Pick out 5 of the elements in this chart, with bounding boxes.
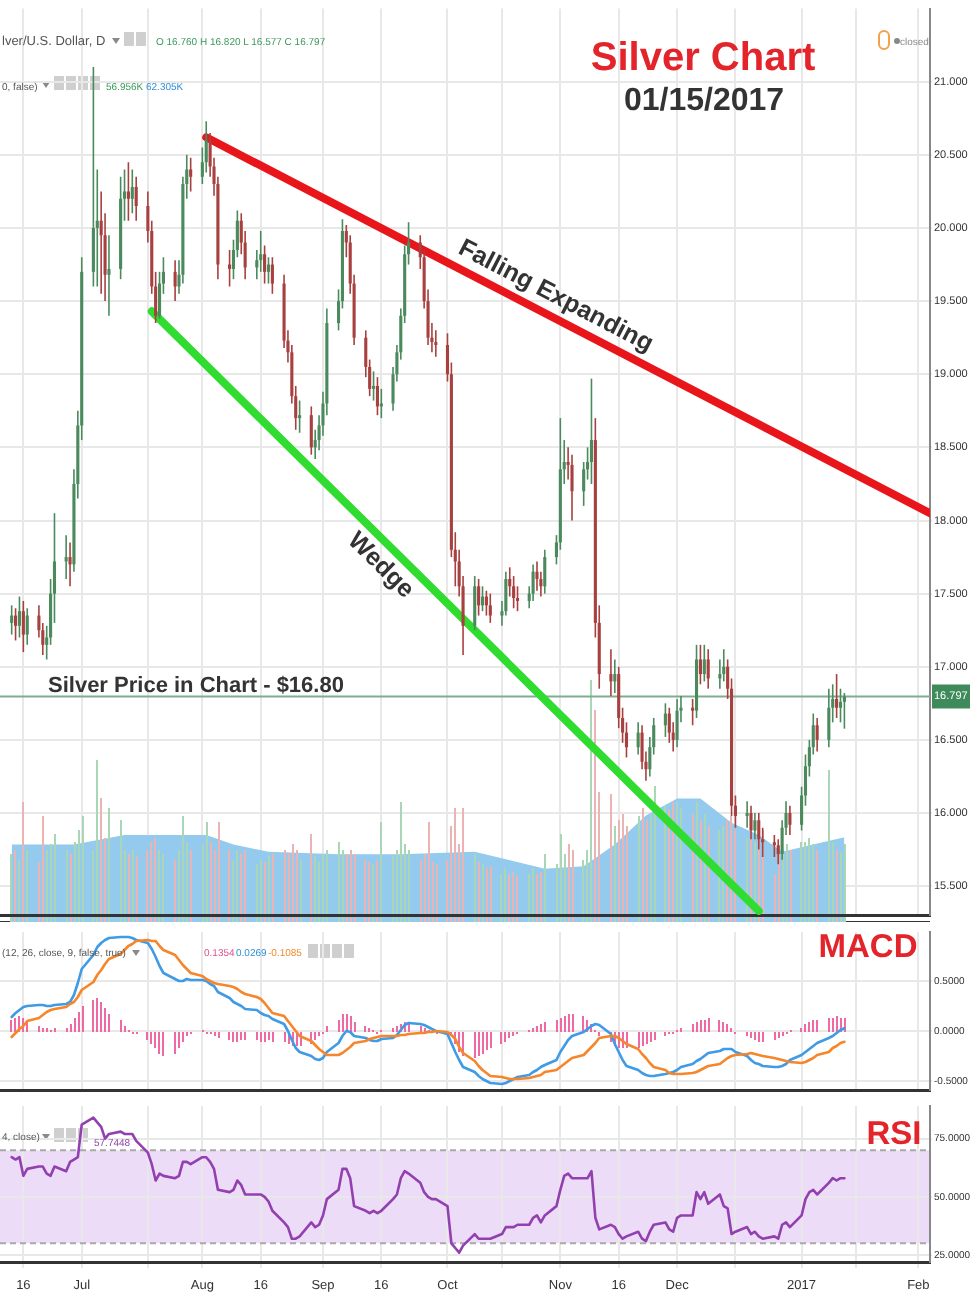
chart-title: MACD: [818, 929, 918, 965]
chart-title: RSI: [866, 1116, 922, 1152]
text: 01/15/2017: [623, 84, 785, 118]
text: Silver Chart: [590, 36, 816, 80]
ref-line-label: Silver Price in Chart - $16.80: [48, 674, 344, 699]
